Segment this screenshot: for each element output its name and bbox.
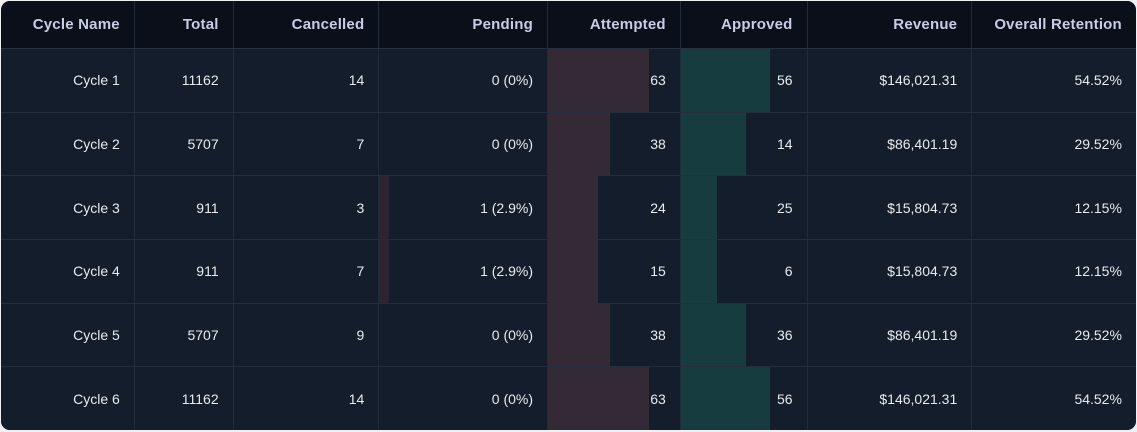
cell-attempted: 63	[547, 367, 680, 430]
approved-bar	[680, 112, 747, 176]
cell-cancelled: 14	[232, 367, 379, 430]
cell-approved: 14	[679, 112, 807, 176]
cell-revenue: $15,804.73	[806, 240, 972, 303]
cell-total: 11162	[133, 367, 233, 430]
cell-approved: 56	[679, 49, 807, 112]
cell-cycle-name: Cycle 1	[73, 72, 120, 89]
cell-total: 911	[133, 240, 233, 303]
cell-cycle-name: Cycle 6	[73, 390, 120, 407]
approved-bar	[680, 240, 718, 303]
cell-attempted: 24	[547, 176, 680, 240]
attempted-bar	[548, 49, 650, 112]
attempted-bar	[548, 367, 650, 430]
cell-cancelled: 3	[232, 176, 379, 240]
cell-pending: 1 (2.9%)	[378, 176, 547, 240]
approved-bar	[680, 176, 718, 240]
attempted-bar	[548, 303, 610, 367]
cell-pending: 0 (0%)	[378, 112, 547, 176]
cell-revenue: $86,401.19	[806, 303, 972, 367]
column-header-cancelled[interactable]: Cancelled	[232, 1, 379, 48]
cell-overall-retention: 54.52%	[971, 367, 1136, 430]
cell-overall-retention: 29.52%	[971, 112, 1136, 176]
column-header-revenue[interactable]: Revenue	[806, 1, 972, 48]
cell-approved: 36	[679, 303, 807, 367]
cell-approved: 25	[679, 176, 807, 240]
cell-overall-retention: 54.52%	[971, 49, 1136, 112]
table-row: Cycle 1 11162 14 0 (0%) 63 56 $146,021.3…	[1, 49, 1136, 112]
cell-revenue: $146,021.31	[806, 367, 972, 430]
attempted-bar	[548, 112, 610, 176]
cell-pending: 0 (0%)	[378, 303, 547, 367]
cell-pending: 1 (2.9%)	[378, 240, 547, 303]
cell-cancelled: 7	[232, 112, 379, 176]
cell-cancelled: 9	[232, 303, 379, 367]
cell-overall-retention: 29.52%	[971, 303, 1136, 367]
cell-overall-retention: 12.15%	[971, 240, 1136, 303]
attempted-bar	[548, 176, 599, 240]
cell-attempted: 15	[547, 240, 680, 303]
cell-approved: 56	[679, 367, 807, 430]
cell-total: 5707	[133, 112, 233, 176]
cell-approved: 6	[679, 240, 807, 303]
cell-attempted: 63	[547, 49, 680, 112]
approved-bar	[680, 367, 771, 430]
column-header-total[interactable]: Total	[133, 1, 233, 48]
table-row: Cycle 4 911 7 1 (2.9%) 15 6 $15,804.73 1…	[1, 239, 1136, 303]
cell-attempted: 38	[547, 112, 680, 176]
table-row: Cycle 5 5707 9 0 (0%) 38 36 $86,401.19 2…	[1, 302, 1136, 367]
cell-cycle-name: Cycle 3	[73, 199, 120, 216]
pending-bar	[379, 240, 390, 303]
table-row: Cycle 6 11162 14 0 (0%) 63 56 $146,021.3…	[1, 366, 1136, 430]
approved-bar	[680, 49, 771, 112]
column-header-pending[interactable]: Pending	[378, 1, 547, 48]
cell-cycle-name: Cycle 2	[73, 136, 120, 152]
pending-bar	[379, 176, 390, 240]
table-row: Cycle 2 5707 7 0 (0%) 38 14 $86,401.19 2…	[1, 111, 1136, 176]
column-header-approved[interactable]: Approved	[679, 1, 807, 48]
cell-overall-retention: 12.15%	[971, 176, 1136, 240]
cell-revenue: $15,804.73	[806, 176, 972, 240]
cell-total: 5707	[133, 303, 233, 367]
cell-pending: 0 (0%)	[378, 49, 547, 112]
cell-cancelled: 14	[232, 49, 379, 112]
column-header-attempted[interactable]: Attempted	[547, 1, 680, 48]
cell-cycle-name: Cycle 4	[73, 263, 120, 280]
table-header-row: Cycle Name Total Cancelled Pending Attem…	[1, 1, 1136, 49]
cell-attempted: 38	[547, 303, 680, 367]
cell-revenue: $86,401.19	[806, 112, 972, 176]
cell-total: 11162	[133, 49, 233, 112]
table-row: Cycle 3 911 3 1 (2.9%) 24 25 $15,804.73 …	[1, 175, 1136, 240]
column-header-cycle-name[interactable]: Cycle Name	[32, 16, 120, 33]
cell-revenue: $146,021.31	[806, 49, 972, 112]
cell-pending: 0 (0%)	[378, 367, 547, 430]
column-header-overall-retention[interactable]: Overall Retention	[971, 1, 1136, 48]
cell-cycle-name: Cycle 5	[73, 327, 120, 344]
approved-bar	[680, 303, 747, 367]
cell-cancelled: 7	[232, 240, 379, 303]
attempted-bar	[548, 240, 599, 303]
cell-total: 911	[133, 176, 233, 240]
